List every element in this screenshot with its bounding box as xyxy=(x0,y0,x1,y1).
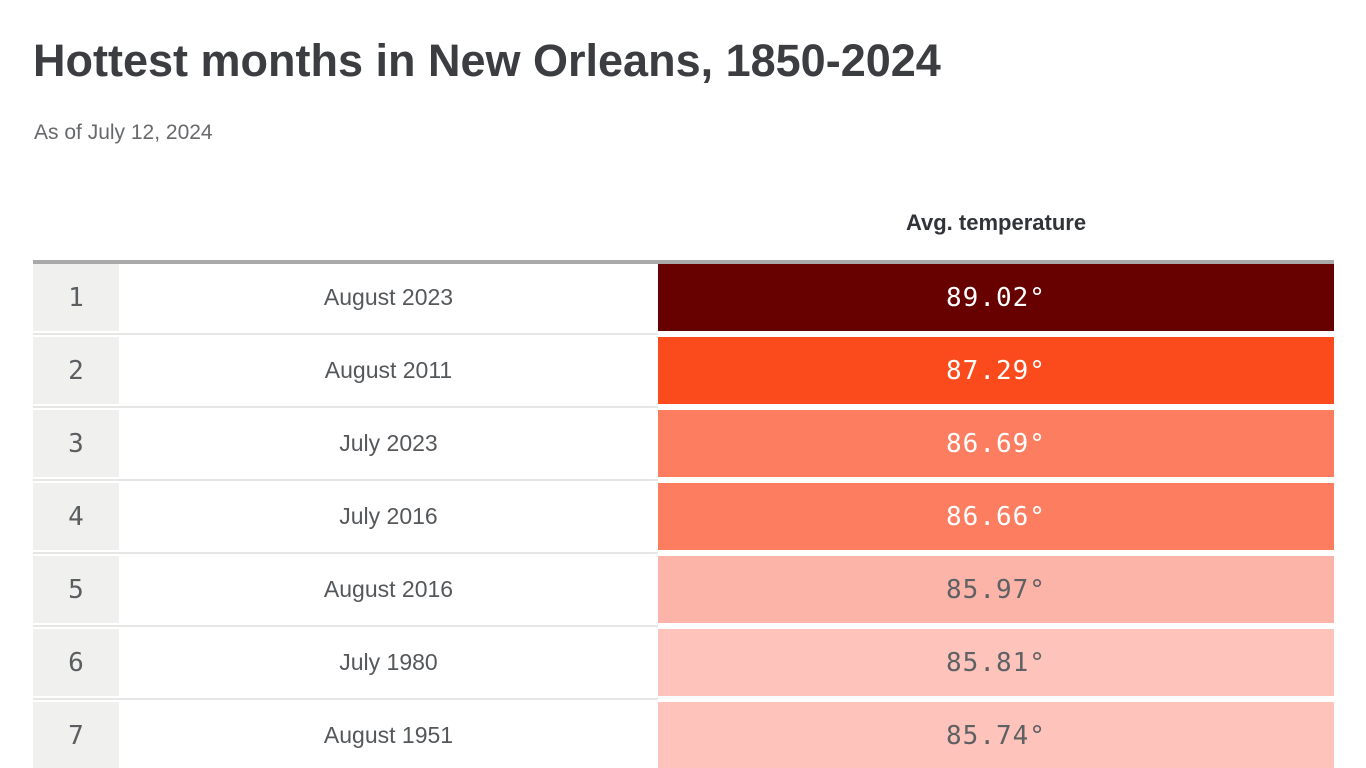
temperature-cell: 87.29° xyxy=(658,337,1334,404)
temperature-cell: 86.69° xyxy=(658,410,1334,477)
table-row: 6 July 1980 85.81° xyxy=(33,629,1334,700)
temperature-cell: 85.97° xyxy=(658,556,1334,623)
rank-cell: 5 xyxy=(33,556,119,623)
hottest-months-table: 1 August 2023 89.02° 2 August 2011 87.29… xyxy=(33,260,1334,768)
rank-cell: 4 xyxy=(33,483,119,550)
table-row: 3 July 2023 86.69° xyxy=(33,410,1334,481)
table-row: 2 August 2011 87.29° xyxy=(33,337,1334,408)
month-cell: August 2016 xyxy=(119,556,658,623)
temperature-cell: 86.66° xyxy=(658,483,1334,550)
rank-cell: 1 xyxy=(33,264,119,331)
table-row: 5 August 2016 85.97° xyxy=(33,556,1334,627)
temperature-cell: 89.02° xyxy=(658,264,1334,331)
rank-cell: 6 xyxy=(33,629,119,696)
month-cell: July 2023 xyxy=(119,410,658,477)
month-cell: August 2011 xyxy=(119,337,658,404)
page-title: Hottest months in New Orleans, 1850-2024 xyxy=(33,35,941,86)
column-header-avg-temperature: Avg. temperature xyxy=(905,210,1087,235)
month-cell: July 1980 xyxy=(119,629,658,696)
table-row: 7 August 1951 85.74° xyxy=(33,702,1334,768)
temperature-cell: 85.74° xyxy=(658,702,1334,768)
temperature-cell: 85.81° xyxy=(658,629,1334,696)
month-cell: August 1951 xyxy=(119,702,658,768)
month-cell: August 2023 xyxy=(119,264,658,331)
page-subtitle: As of July 12, 2024 xyxy=(34,121,213,144)
table-row: 4 July 2016 86.66° xyxy=(33,483,1334,554)
table-row: 1 August 2023 89.02° xyxy=(33,264,1334,335)
month-cell: July 2016 xyxy=(119,483,658,550)
table-top-border xyxy=(33,260,1334,264)
rank-cell: 7 xyxy=(33,702,119,768)
rank-cell: 3 xyxy=(33,410,119,477)
rank-cell: 2 xyxy=(33,337,119,404)
